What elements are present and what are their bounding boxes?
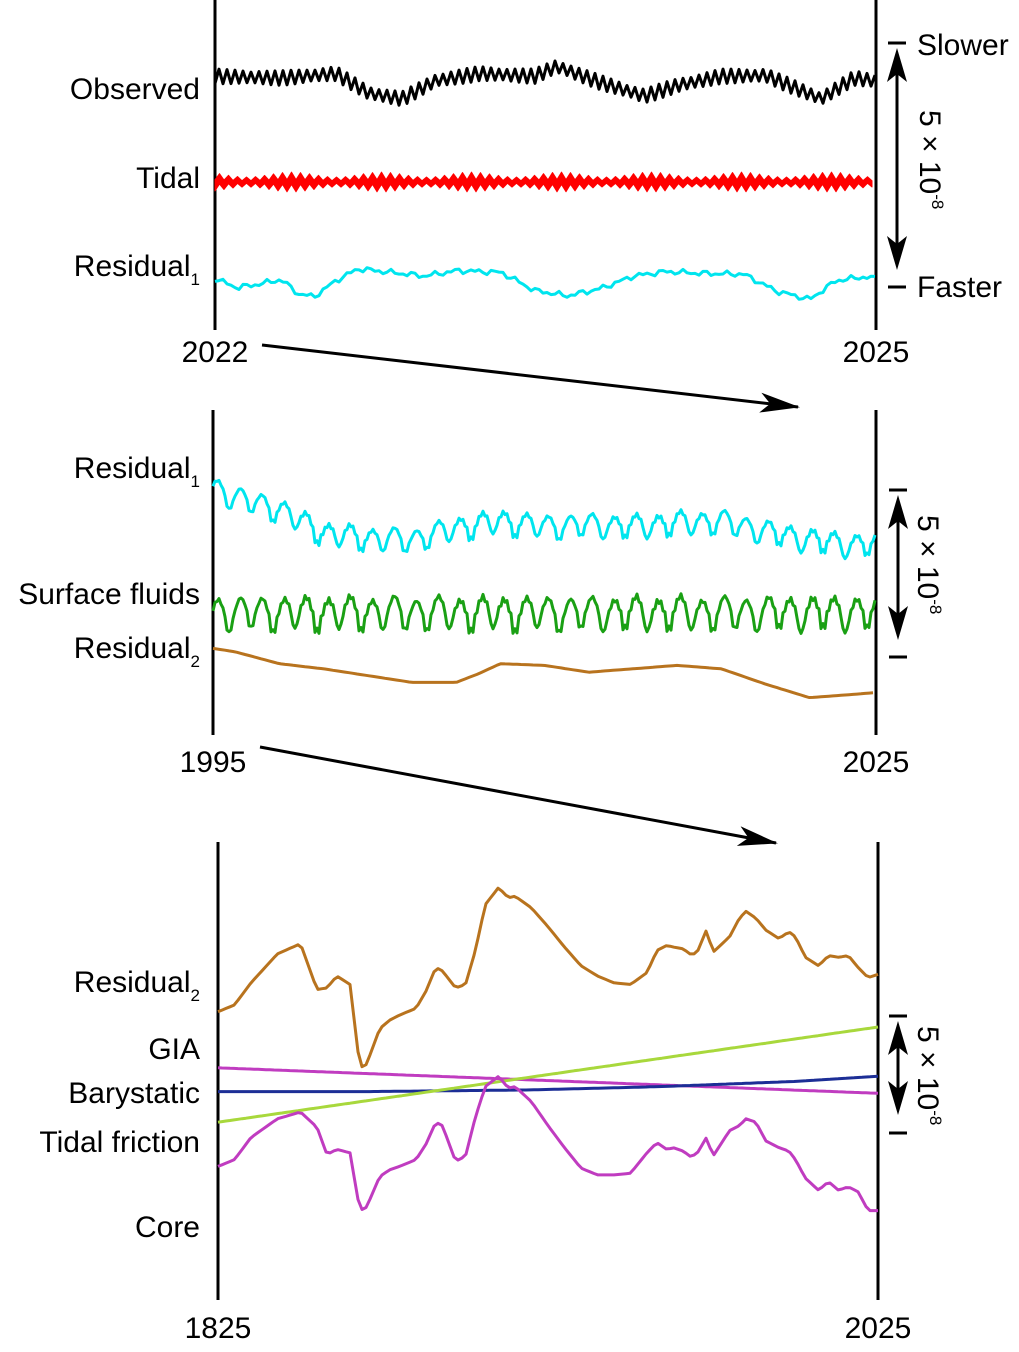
scale-bar-down-arrowhead <box>887 236 907 270</box>
scale-bar-up-arrowhead <box>887 48 907 82</box>
series-residual-1-label: Residual1 <box>74 250 200 289</box>
x-start-label: 1825 <box>185 1312 252 1345</box>
scale-bar-down-arrowhead <box>888 606 908 640</box>
series-core-label: Core <box>135 1211 200 1244</box>
series-barystatic <box>218 1074 879 1094</box>
series-residual-2 <box>212 646 874 699</box>
series-residual-1-label: Residual1 <box>74 452 200 491</box>
panels-layer: 2022 2025 Observed Tidal Residual1 5 × 10-8 Sl… <box>18 0 1009 1345</box>
scale-bar-label: 5 × 10-8 <box>913 110 947 209</box>
scale-bar-down-arrowhead <box>888 1081 908 1115</box>
scale-bar-label: 5 × 10-8 <box>911 1026 945 1125</box>
scale-bar: 5 × 10-8 <box>888 1014 945 1135</box>
x-end-label: 2025 <box>843 336 910 369</box>
series-residual-1 <box>211 478 877 561</box>
series-residual-1 <box>214 266 876 301</box>
connectors-layer <box>259 343 800 846</box>
scale-bar: 5 × 10-8 Slower Faster <box>887 29 1009 304</box>
series-barystatic-label: Barystatic <box>68 1077 200 1110</box>
x-end-label: 2025 <box>843 746 910 779</box>
x-start-label: 1995 <box>180 746 247 779</box>
scale-bar: 5 × 10-8 <box>888 488 945 659</box>
series-residual-2-label: Residual2 <box>74 632 200 671</box>
x-end-label: 2025 <box>845 1312 912 1345</box>
series-gia-label: GIA <box>148 1033 200 1066</box>
series-surface-fluids-label: Surface fluids <box>18 578 200 611</box>
zoom-connector-arrow-1 <box>261 343 800 413</box>
panel-3: 1825 2025 Residual2 GIA Barystatic Tidal fric… <box>39 842 945 1345</box>
panel-2: 1995 2025 Residual1 Surface fluids Residual2… <box>18 410 945 779</box>
series-core <box>217 1075 878 1213</box>
series-observed <box>213 59 877 107</box>
series-gia <box>217 1066 879 1095</box>
scale-bar-bottom-label: Faster <box>917 271 1002 304</box>
x-start-label: 2022 <box>182 336 249 369</box>
series-tidal-friction <box>217 1025 879 1124</box>
scale-bar-top-label: Slower <box>917 29 1009 62</box>
series-observed-label: Observed <box>70 73 200 106</box>
scale-bar-label: 5 × 10-8 <box>911 515 945 614</box>
series-residual-2-label: Residual2 <box>74 966 200 1005</box>
series-tidal <box>214 171 873 193</box>
scale-bar-up-arrowhead <box>888 1021 908 1055</box>
series-residual-2 <box>217 886 879 1069</box>
scale-bar-up-arrowhead <box>888 495 908 529</box>
series-surface-fluids <box>211 592 877 635</box>
series-tidal-friction-label: Tidal friction <box>39 1126 200 1159</box>
zoom-connector-arrow-2 <box>259 745 778 846</box>
panel-1: 2022 2025 Observed Tidal Residual1 5 × 10-8 Sl… <box>70 0 1009 369</box>
series-tidal-label: Tidal <box>136 162 200 195</box>
